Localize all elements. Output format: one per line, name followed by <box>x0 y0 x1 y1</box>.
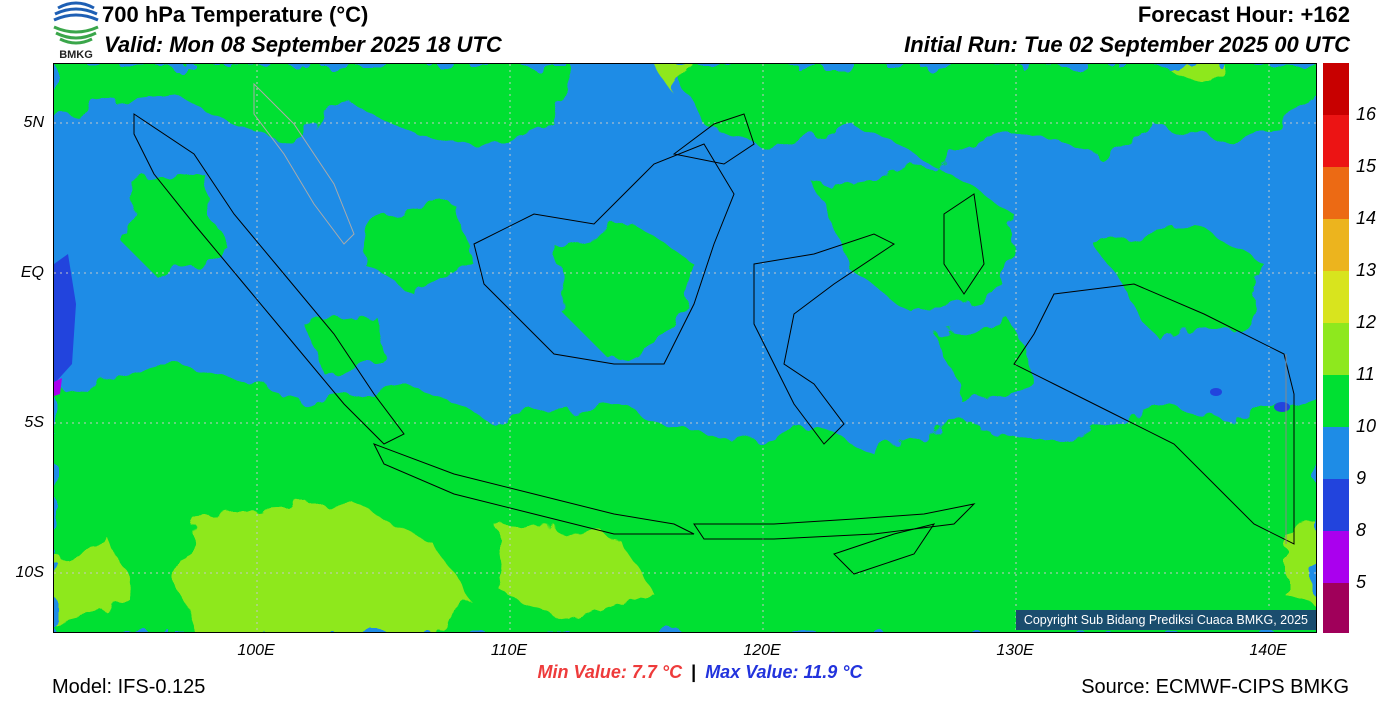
colorbar-label-10: 10 <box>1356 416 1377 436</box>
colorbar-label-16: 16 <box>1356 104 1377 124</box>
copyright-notice: Copyright Sub Bidang Prediksi Cuaca BMKG… <box>1015 610 1316 630</box>
map-title: 700 hPa Temperature (°C) <box>102 2 369 27</box>
lat-label-5s: 5S <box>24 414 44 431</box>
sabah-outline <box>672 113 755 165</box>
lon-label-140e: 140E <box>1249 642 1287 659</box>
colorbar-label-13: 13 <box>1356 260 1377 280</box>
yellowgreen-regions <box>54 64 1316 632</box>
forecast-hour: Forecast Hour: +162 <box>1137 2 1350 27</box>
timor-outline <box>833 523 936 575</box>
bmkg-logo-icon: BMKG <box>53 1 99 60</box>
colorbar <box>1323 63 1349 633</box>
lon-label-110e: 110E <box>490 642 528 659</box>
initial-run: Initial Run: Tue 02 September 2025 00 UT… <box>904 32 1350 57</box>
min-max-separator: | <box>691 662 697 682</box>
colorbar-label-14: 14 <box>1356 208 1377 228</box>
model-label: Model: IFS-0.125 <box>52 676 206 698</box>
logo-text: BMKG <box>59 49 93 60</box>
colorbar-label-8: 8 <box>1356 520 1367 540</box>
colorbar-label-11: 11 <box>1356 364 1375 384</box>
lon-label-130e: 130E <box>996 642 1034 659</box>
temperature-map[interactable] <box>53 63 1317 633</box>
coastlines <box>133 82 1295 575</box>
colorbar-swatches <box>1323 63 1349 633</box>
colorbar-label-5: 5 <box>1356 572 1367 592</box>
colorbar-label-15: 15 <box>1356 156 1377 176</box>
valid-time: Valid: Mon 08 September 2025 18 UTC <box>104 32 502 57</box>
papua-outline <box>1013 283 1295 545</box>
lon-label-120e: 120E <box>743 642 781 659</box>
colorbar-label-12: 12 <box>1356 312 1377 332</box>
borneo-outline <box>473 143 735 365</box>
maluku-outline <box>943 193 985 295</box>
temperature-field <box>54 64 1316 632</box>
colorbar-label-9: 9 <box>1356 468 1367 488</box>
lat-label-10s: 10S <box>15 564 44 581</box>
lon-label-100e: 100E <box>237 642 275 659</box>
lat-label-eq: EQ <box>20 264 44 281</box>
malay-peninsula-outline <box>253 82 355 245</box>
source-label: Source: ECMWF-CIPS BMKG <box>1081 676 1349 698</box>
lesser-sunda-outline <box>693 503 976 540</box>
java-outline <box>372 443 695 535</box>
min-value: Min Value: 7.7 °C <box>537 662 683 682</box>
sulawesi-outline <box>753 233 895 445</box>
sumatra-outline <box>133 113 405 445</box>
min-max-values: Min Value: 7.7 °C | Max Value: 11.9 °C <box>0 662 1400 683</box>
purple-cell <box>54 378 62 396</box>
lat-label-5n: 5N <box>23 114 44 131</box>
max-value: Max Value: 11.9 °C <box>705 662 863 682</box>
